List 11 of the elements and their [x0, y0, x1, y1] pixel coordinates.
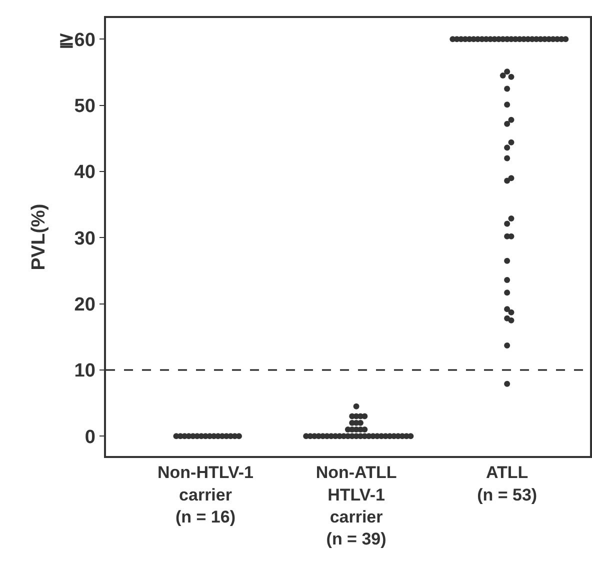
x-tick-label: Non-HTLV-1 carrier (n = 16)	[158, 463, 254, 526]
y-tick-label: 30	[74, 228, 96, 250]
y-tick-label: ≧60	[58, 30, 96, 51]
y-tick-label: 20	[74, 294, 96, 316]
y-tick-label: 50	[74, 96, 96, 117]
y-axis-title: PVL(%)	[28, 204, 50, 270]
y-tick-label: 0	[84, 426, 96, 448]
y-tick-label: 10	[74, 360, 96, 382]
x-tick-label: ATLL (n = 53)	[477, 463, 538, 504]
x-tick-label: Non-ATLL HTLV-1 carrier (n = 39)	[316, 463, 397, 548]
y-tick-label: 40	[74, 162, 96, 184]
